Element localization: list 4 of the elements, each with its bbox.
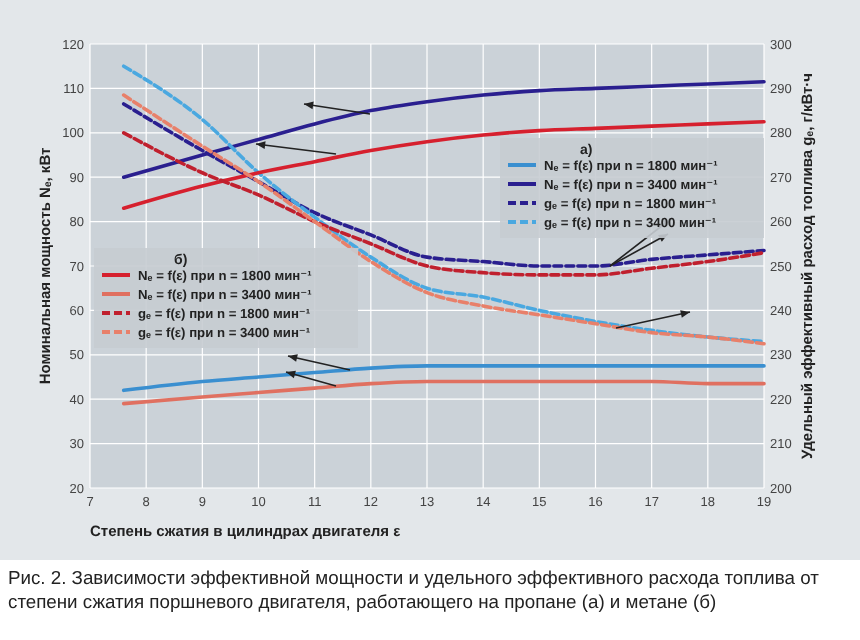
line-series (121, 379, 766, 406)
text: Рис. 2. Зависимости эффективной мощности и удельного эффективного расхода топлива от степени сжатия поршневого двигателя, работающего на пропане (а) и метане (б) (8, 566, 821, 614)
line-series (121, 364, 766, 393)
line-series (121, 119, 766, 211)
